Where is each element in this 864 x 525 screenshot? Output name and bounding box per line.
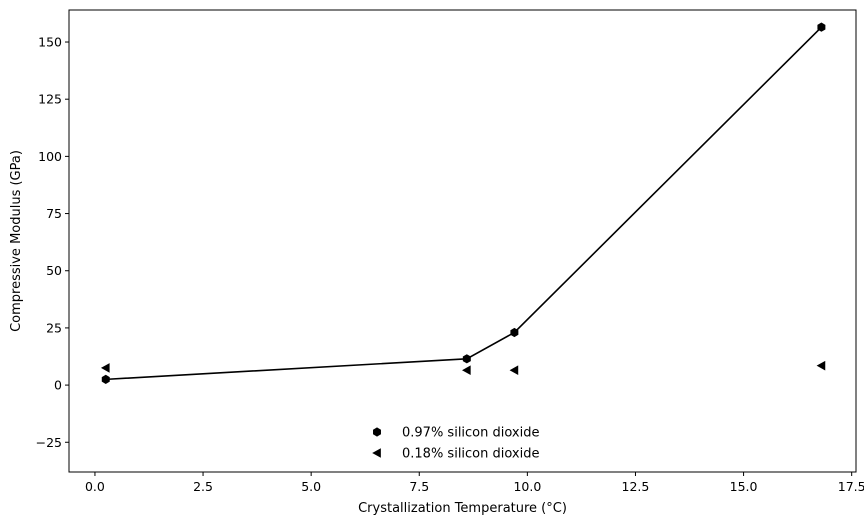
axis-ticks: 0.0 2.5 5.0 7.5 10.0 12.5 15.0 17.5 −25 0 25 50 75 10… bbox=[36, 35, 864, 494]
y-tick-label: 25 bbox=[46, 320, 62, 335]
series-line bbox=[105, 26, 822, 381]
legend-marker bbox=[372, 448, 381, 458]
y-tick-label: 100 bbox=[38, 149, 62, 164]
data-point bbox=[100, 363, 110, 373]
y-tick-label: 75 bbox=[46, 206, 62, 221]
x-axis-label: Crystallization Temperature (°C) bbox=[358, 501, 567, 516]
x-tick-label: 5.0 bbox=[301, 479, 321, 494]
data-point bbox=[462, 354, 471, 364]
x-tick-label: 7.5 bbox=[409, 479, 429, 494]
series-1 bbox=[101, 22, 826, 384]
x-tick-label: 12.5 bbox=[622, 479, 650, 494]
legend-marker bbox=[373, 427, 381, 437]
data-point bbox=[510, 327, 519, 338]
plot-frame bbox=[68, 9, 857, 473]
x-tick-label: 17.5 bbox=[838, 479, 864, 494]
data-point bbox=[816, 360, 826, 371]
y-tick-label: 0 bbox=[54, 378, 62, 393]
y-tick-label: 125 bbox=[38, 92, 62, 107]
data-point bbox=[817, 22, 826, 32]
x-tick-label: 15.0 bbox=[730, 479, 758, 494]
y-axis-label: Compressive Modulus (GPa) bbox=[9, 150, 24, 332]
legend-label: 0.97% silicon dioxide bbox=[402, 426, 539, 441]
data-point bbox=[462, 365, 471, 376]
legend: 0.97% silicon dioxide 0.18% silicon dioxi… bbox=[372, 426, 539, 462]
legend-label: 0.18% silicon dioxide bbox=[402, 447, 539, 462]
data-point bbox=[509, 365, 519, 376]
y-tick-label: 150 bbox=[38, 35, 62, 50]
x-tick-label: 10.0 bbox=[513, 479, 541, 494]
y-tick-label: −25 bbox=[36, 435, 62, 450]
series-2 bbox=[100, 360, 826, 376]
y-tick-label: 50 bbox=[46, 263, 62, 278]
data-point bbox=[101, 374, 110, 384]
series-layer bbox=[100, 22, 826, 384]
x-tick-label: 0.0 bbox=[85, 479, 105, 494]
x-tick-label: 2.5 bbox=[193, 479, 213, 494]
